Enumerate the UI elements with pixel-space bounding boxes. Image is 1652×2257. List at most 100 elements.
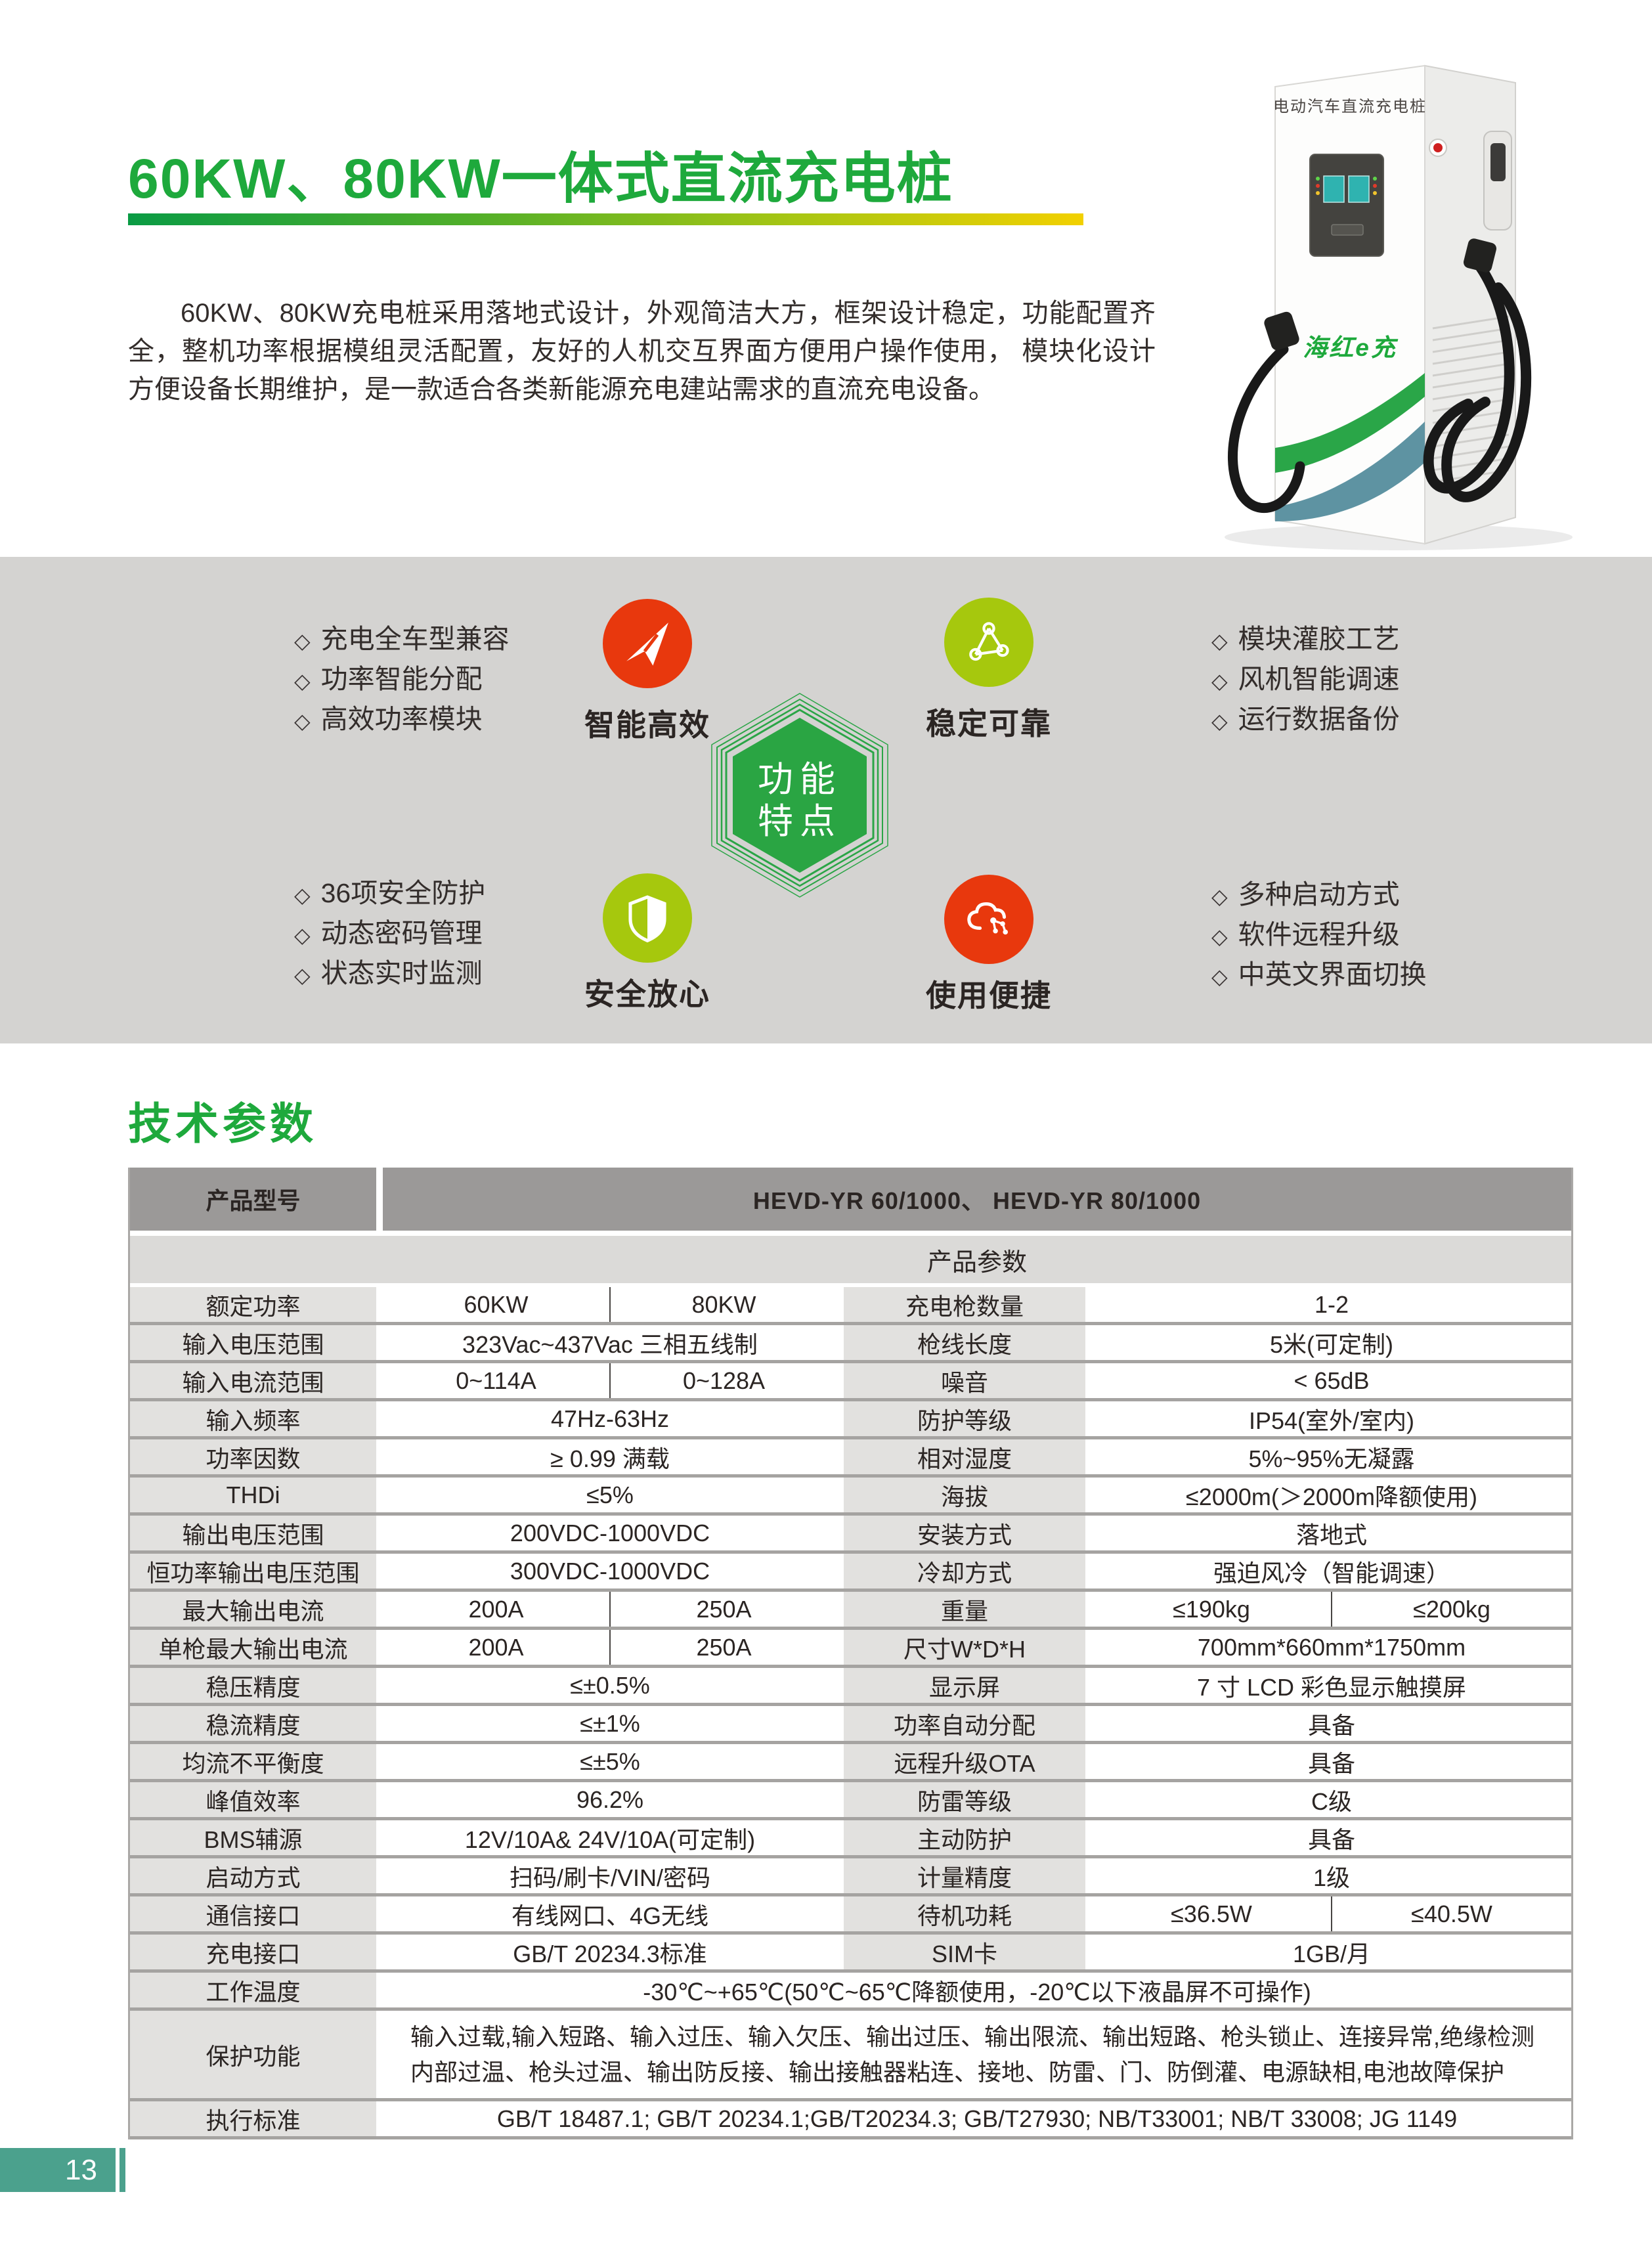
- spec-label-cell: 稳压精度: [130, 1668, 376, 1703]
- diamond-bullet-icon: ◇: [294, 883, 311, 907]
- feature-label-safe: 安全放心: [584, 977, 710, 1011]
- spec-value-cell: 落地式: [1295, 1521, 1367, 1548]
- spec-label-cell: 防护等级: [844, 1401, 1085, 1436]
- spec-value-cell: 12V/10A& 24V/10A(可定制): [464, 1826, 756, 1853]
- brand-logo-text: 海红e充: [1303, 334, 1399, 361]
- spec-value-cell: 200VDC-1000VDC: [510, 1519, 710, 1546]
- gun-socket: [1490, 143, 1506, 181]
- spec-value-cell: ≤±0.5%: [570, 1671, 650, 1699]
- specs-heading: 技术参数: [128, 1099, 317, 1148]
- feature-list-smart: ◇ 充电全车型兼容 ◇ 功率智能分配 ◇ 高效功率模块: [294, 620, 510, 740]
- spec-value-cell: 1级: [1313, 1864, 1351, 1891]
- model-value-cell: HEVD-YR 60/1000、 HEVD-YR 80/1000: [383, 1168, 1571, 1231]
- card-slot: [1331, 224, 1364, 236]
- spec-row: 工作温度 -30℃~+65℃(50℃~65℃降额使用，-20℃以下液晶屏不可操作): [130, 1973, 1571, 2011]
- spec-row: 恒功率输出电压范围 300VDC-1000VDC 冷却方式 强迫风冷（智能调速）: [130, 1554, 1571, 1592]
- feature-item: ◇ 软件远程升级: [1211, 919, 1400, 950]
- spec-row: 稳流精度 ≤±1% 功率自动分配 具备: [130, 1706, 1571, 1744]
- spec-value-cell: ≤±1%: [580, 1709, 640, 1737]
- spec-row: BMS辅源 12V/10A& 24V/10A(可定制) 主动防护 具备: [130, 1820, 1571, 1858]
- page-number-badge: 13: [0, 2148, 116, 2192]
- charging-gun-left: [1264, 311, 1299, 351]
- diamond-bullet-icon: ◇: [294, 629, 311, 653]
- feature-item: ◇ 充电全车型兼容: [294, 624, 510, 654]
- feature-label-stable: 稳定可靠: [926, 707, 1052, 741]
- spec-label-cell: 计量精度: [844, 1858, 1085, 1893]
- spec-value-cell: C级: [1311, 1787, 1352, 1815]
- page-title: 60KW、80KW一体式直流充电桩: [128, 148, 953, 209]
- hexagon-badge-text: 功能 特点: [701, 758, 898, 843]
- feature-circle-safe: [603, 873, 692, 963]
- spec-row: 最大输出电流 200A 250A 重量 ≤190kg ≤200kg: [130, 1592, 1571, 1630]
- spec-value-sub: 200A: [468, 1633, 524, 1661]
- spec-label-cell: 峰值效率: [130, 1782, 376, 1817]
- spec-label-cell: 充电枪数量: [844, 1287, 1085, 1322]
- spec-label-cell: 额定功率: [130, 1287, 376, 1322]
- spec-label-cell: 枪线长度: [844, 1325, 1085, 1360]
- spec-label-cell: 显示屏: [844, 1668, 1085, 1703]
- spec-label-cell: 功率自动分配: [844, 1706, 1085, 1741]
- spec-value-cell: 具备: [1307, 1711, 1355, 1739]
- spec-label-cell: 安装方式: [844, 1516, 1085, 1550]
- feature-item: ◇ 运行数据备份: [1211, 704, 1400, 734]
- spec-label-cell: 功率因数: [130, 1439, 376, 1474]
- spec-value-cell: 具备: [1307, 1826, 1355, 1853]
- spec-value-cell: 强迫风冷（智能调速）: [1213, 1559, 1450, 1587]
- feature-list-stable: ◇ 模块灌胶工艺 ◇ 风机智能调速 ◇ 运行数据备份: [1211, 620, 1400, 740]
- spec-label-cell: 主动防护: [844, 1820, 1085, 1855]
- spec-value-cell: < 65dB: [1293, 1367, 1370, 1394]
- feature-label-convenient: 使用便捷: [926, 978, 1052, 1013]
- spec-value-cell: GB/T 20234.3标准: [513, 1940, 707, 1967]
- spec-value-cell: GB/T 18487.1; GB/T 20234.1;GB/T20234.3; …: [496, 2105, 1458, 2132]
- features-band: ◇ 充电全车型兼容 ◇ 功率智能分配 ◇ 高效功率模块 智能高效 稳定可靠 ◇ 模块灌胶工艺…: [0, 557, 1652, 1043]
- spec-label-cell: 尺寸W*D*H: [844, 1630, 1085, 1665]
- spec-row: 保护功能 输入过载,输入短路、输入过压、输入欠压、输出过压、输出限流、输出短路、枪…: [130, 2011, 1571, 2101]
- diamond-bullet-icon: ◇: [1211, 885, 1228, 908]
- spec-value-cell: ≤36.5W ≤40.5W: [1092, 1896, 1571, 1931]
- diamond-bullet-icon: ◇: [294, 709, 311, 733]
- spec-value-cell: ≤5%: [586, 1481, 634, 1508]
- emergency-button: [1433, 143, 1443, 152]
- feature-label-smart: 智能高效: [584, 708, 710, 742]
- feature-item: ◇ 多种启动方式: [1211, 879, 1400, 909]
- spec-label-cell: 输入电流范围: [130, 1363, 376, 1398]
- paper-plane-icon: [626, 623, 668, 666]
- lcd-screen-left: [1323, 175, 1345, 203]
- spec-value-sub: ≤200kg: [1331, 1592, 1571, 1627]
- spec-label-cell: 保护功能: [130, 2011, 376, 2098]
- spec-value-cell: 200A 250A: [383, 1630, 837, 1665]
- feature-circle-stable: [944, 598, 1033, 687]
- green-swoosh: [1275, 373, 1425, 473]
- charging-gun-right: [1463, 238, 1497, 273]
- spec-label-cell: 工作温度: [130, 1973, 376, 2007]
- spec-value-sub: ≤36.5W: [1171, 1900, 1252, 1927]
- feature-item: ◇ 36项安全防护: [294, 878, 486, 908]
- feature-list-convenient: ◇ 多种启动方式 ◇ 软件远程升级 ◇ 中英文界面切换: [1211, 875, 1427, 996]
- spec-label-cell: 通信接口: [130, 1896, 376, 1931]
- spec-value-cell: ≤±5%: [580, 1747, 640, 1775]
- spec-value-cell: 323Vac~437Vac 三相五线制: [462, 1330, 758, 1358]
- product-photo: 电动汽车直流充电桩 海红e充: [1225, 64, 1573, 550]
- spec-label-cell: SIM卡: [844, 1935, 1085, 1969]
- diamond-bullet-icon: ◇: [294, 669, 311, 693]
- spec-row: 执行标准 GB/T 18487.1; GB/T 20234.1;GB/T20234…: [130, 2101, 1571, 2139]
- spec-row: 启动方式 扫码/刷卡/VIN/密码 计量精度 1级: [130, 1858, 1571, 1896]
- spec-value-cell: 有线网口、4G无线: [511, 1902, 709, 1929]
- spec-label-cell: 启动方式: [130, 1858, 376, 1893]
- diamond-bullet-icon: ◇: [1211, 669, 1228, 693]
- spec-value-cell: 1-2: [1314, 1290, 1349, 1318]
- feature-item: ◇ 功率智能分配: [294, 664, 483, 694]
- indicator-lights: [1316, 177, 1377, 195]
- spec-row: THDi ≤5% 海拔 ≤2000m(＞2000m降额使用): [130, 1478, 1571, 1516]
- spec-row: 功率因数 ≥ 0.99 满载 相对湿度 5%~95%无凝露: [130, 1439, 1571, 1478]
- product-intro-paragraph: 60KW、80KW充电桩采用落地式设计，外观简洁大方，框架设计稳定，功能配置齐全…: [128, 299, 1156, 404]
- feature-circle-convenient: [944, 875, 1033, 964]
- hexagon-line2: 特点: [758, 802, 842, 841]
- spec-value-cell: 7 寸 LCD 彩色显示触摸屏: [1196, 1673, 1467, 1701]
- spec-label-cell: 远程升级OTA: [844, 1744, 1085, 1779]
- feature-item: ◇ 风机智能调速: [1211, 664, 1400, 694]
- spec-value-cell: 扫码/刷卡/VIN/密码: [509, 1864, 711, 1891]
- spec-label-cell: 防雷等级: [844, 1782, 1085, 1817]
- spec-value-sub: 250A: [609, 1592, 837, 1627]
- charging-cables: [1228, 257, 1532, 514]
